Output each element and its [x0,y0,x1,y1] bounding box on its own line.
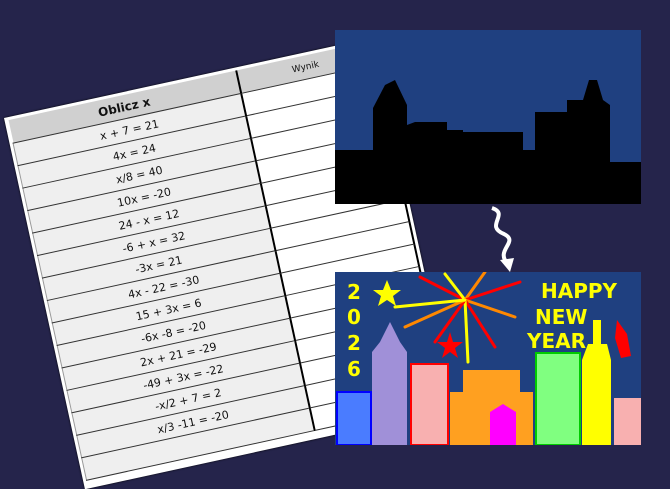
greeting-text: HAPPY NEW YEAR [526,279,618,353]
svg-text:2: 2 [347,280,361,304]
happy-new-year-image: 2 0 2 6 HAPPY NEW YEAR [335,272,641,445]
squiggle-arrow-icon [491,206,514,272]
svg-text:NEW: NEW [535,305,587,329]
svg-text:2: 2 [347,331,361,355]
svg-text:HAPPY: HAPPY [541,279,618,303]
year-digits: 2 0 2 6 [347,280,361,381]
svg-text:YEAR: YEAR [526,329,586,353]
svg-text:6: 6 [347,357,361,381]
svg-text:0: 0 [347,305,361,329]
skyline-silhouette-image [335,30,641,204]
